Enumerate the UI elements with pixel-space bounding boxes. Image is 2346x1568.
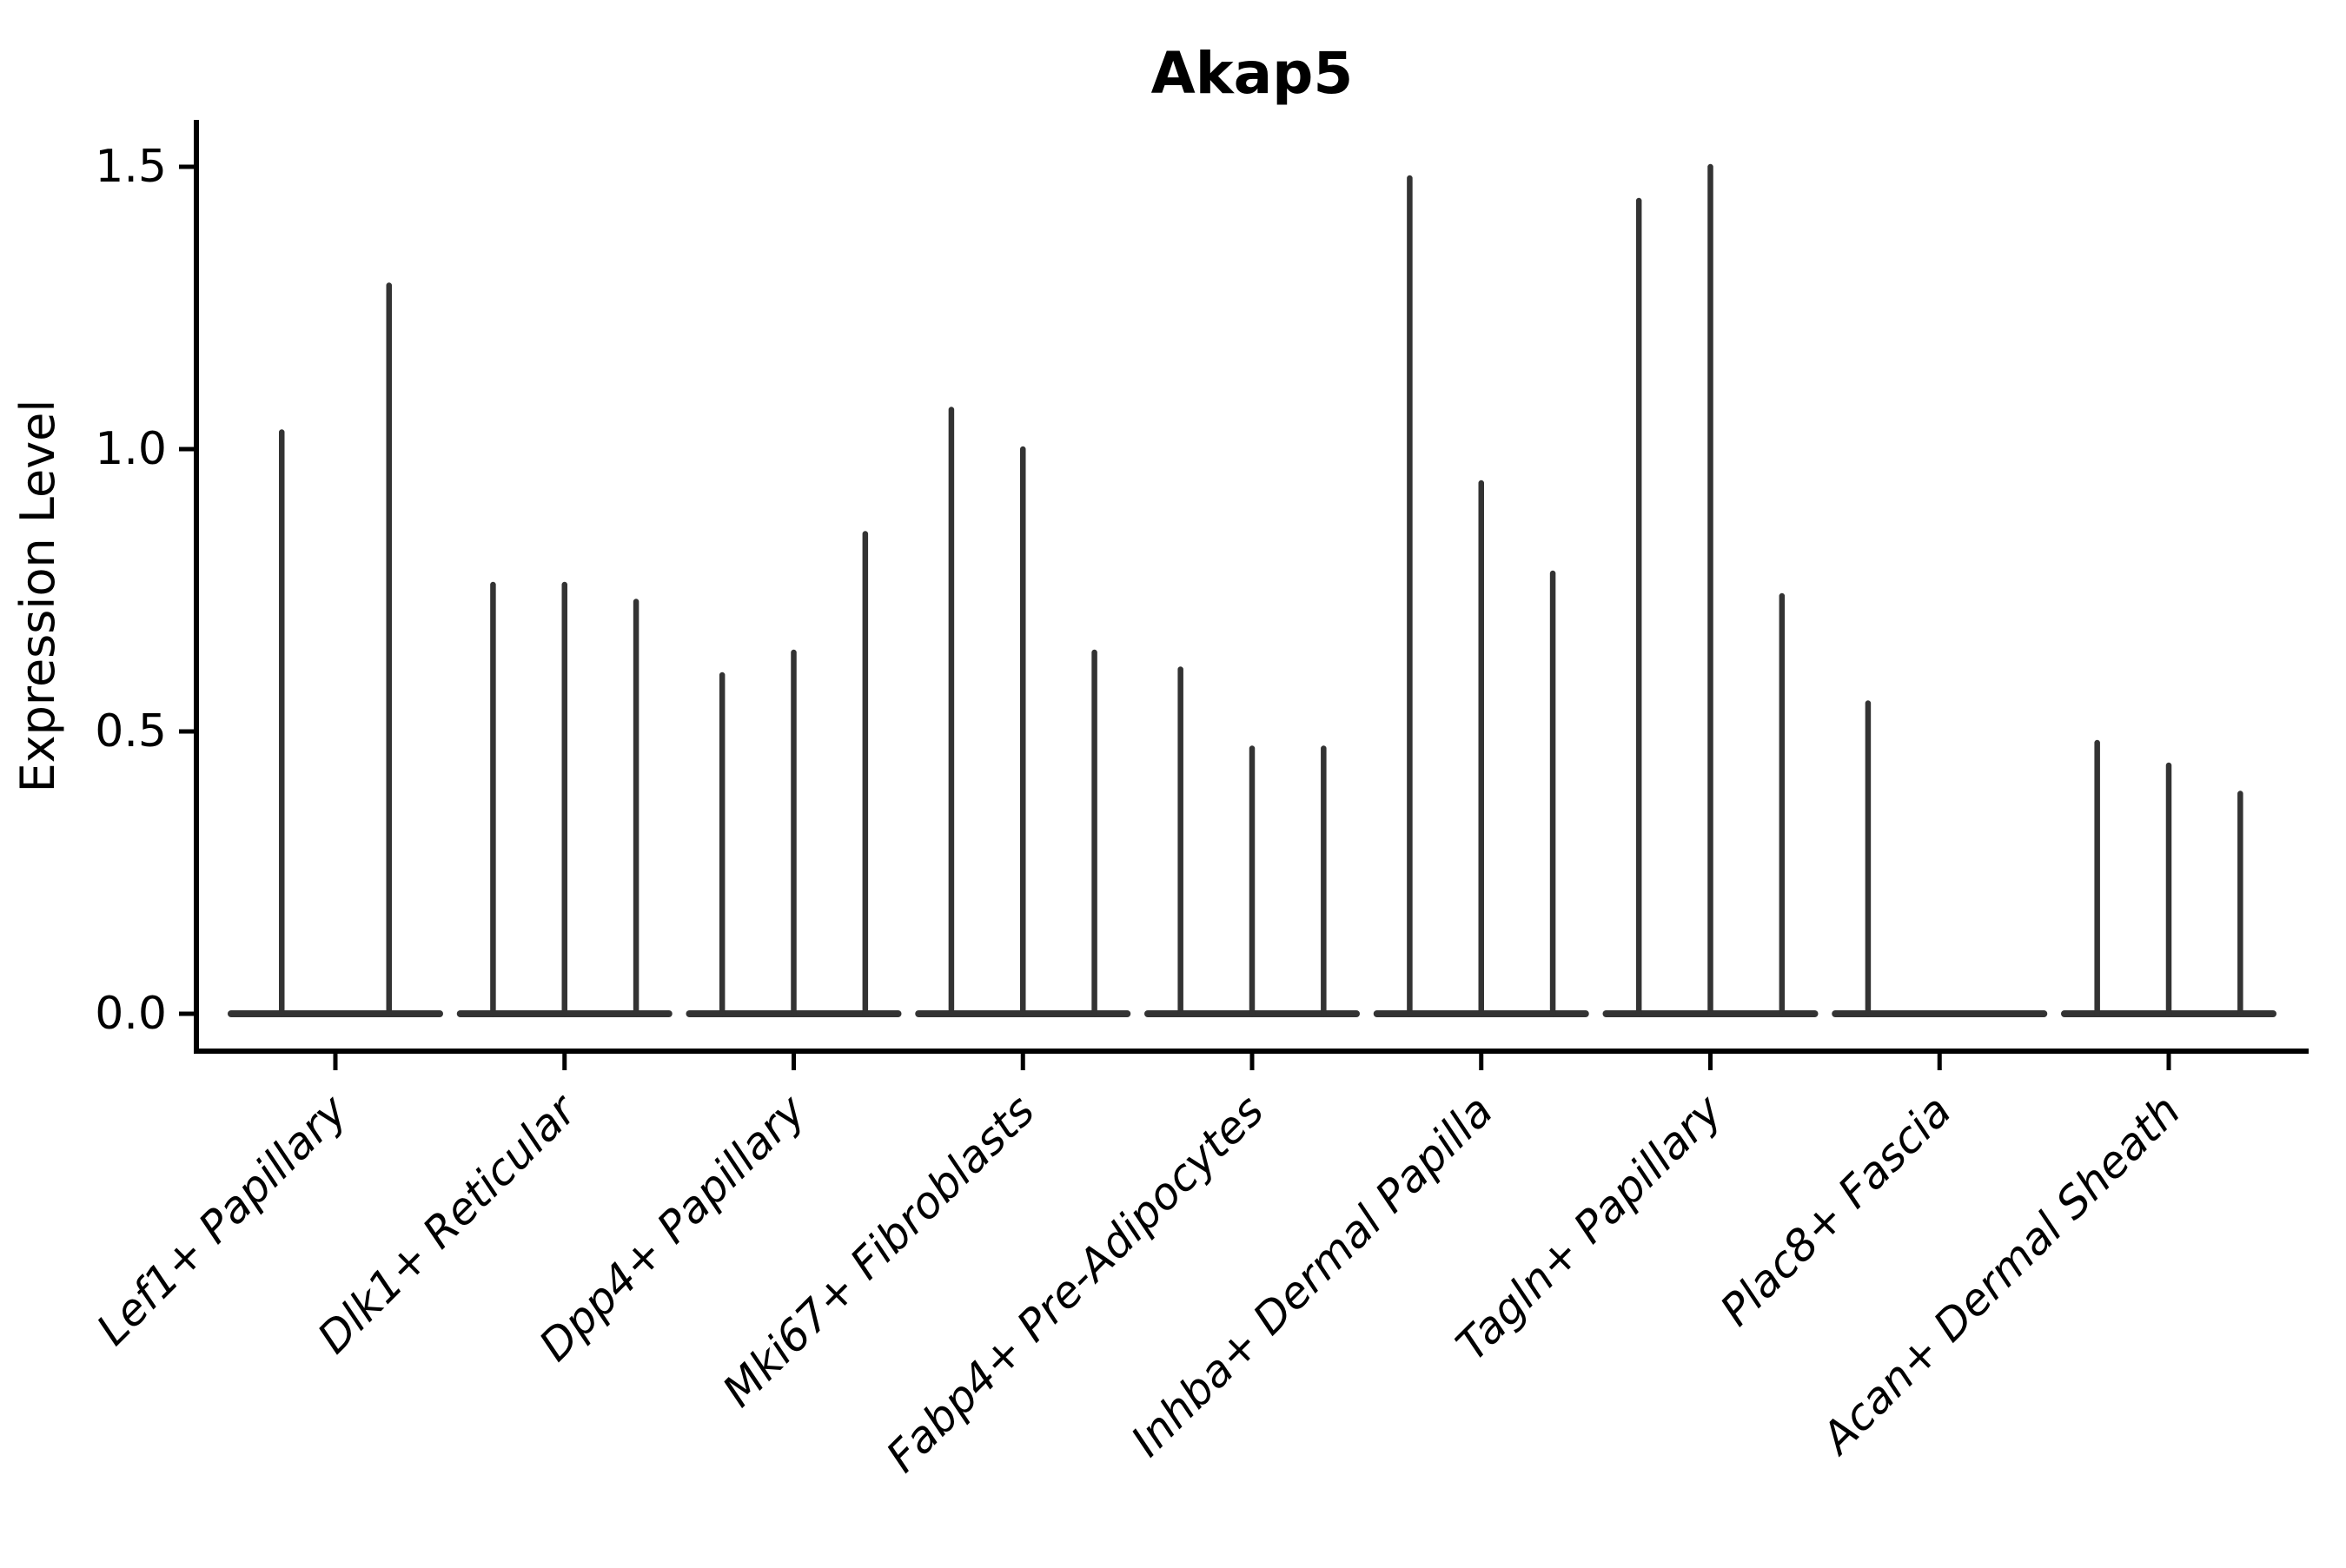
x-tick-label: Fabp4+ Pre-Adipocytes [877, 1085, 1274, 1482]
y-tick-label: 1.0 [95, 423, 167, 475]
y-axis-label: Expression Level [10, 400, 65, 793]
y-tick-label: 0.5 [95, 705, 167, 758]
violin-layer [228, 163, 2276, 1017]
x-tick-label: Plac8+ Fascia [1711, 1085, 1961, 1335]
chart-title: Akap5 [1151, 40, 1354, 107]
violin-group [1373, 175, 1589, 1017]
violin-group [915, 407, 1131, 1017]
violin-group [456, 581, 673, 1017]
y-tick-label: 1.5 [95, 141, 167, 193]
violin-group [1144, 666, 1360, 1017]
violin-group [2061, 739, 2276, 1017]
violin-group [228, 282, 443, 1017]
x-tick-label: Lef1+ Papillary [87, 1084, 357, 1354]
y-tick-label: 0.0 [95, 988, 167, 1040]
violin-group [1602, 163, 1819, 1017]
x-tick-label: Inhba+ Dermal Papilla [1122, 1085, 1502, 1465]
axes-layer [179, 120, 2309, 1070]
violin-group [1832, 700, 2048, 1017]
violin-group [686, 531, 902, 1017]
